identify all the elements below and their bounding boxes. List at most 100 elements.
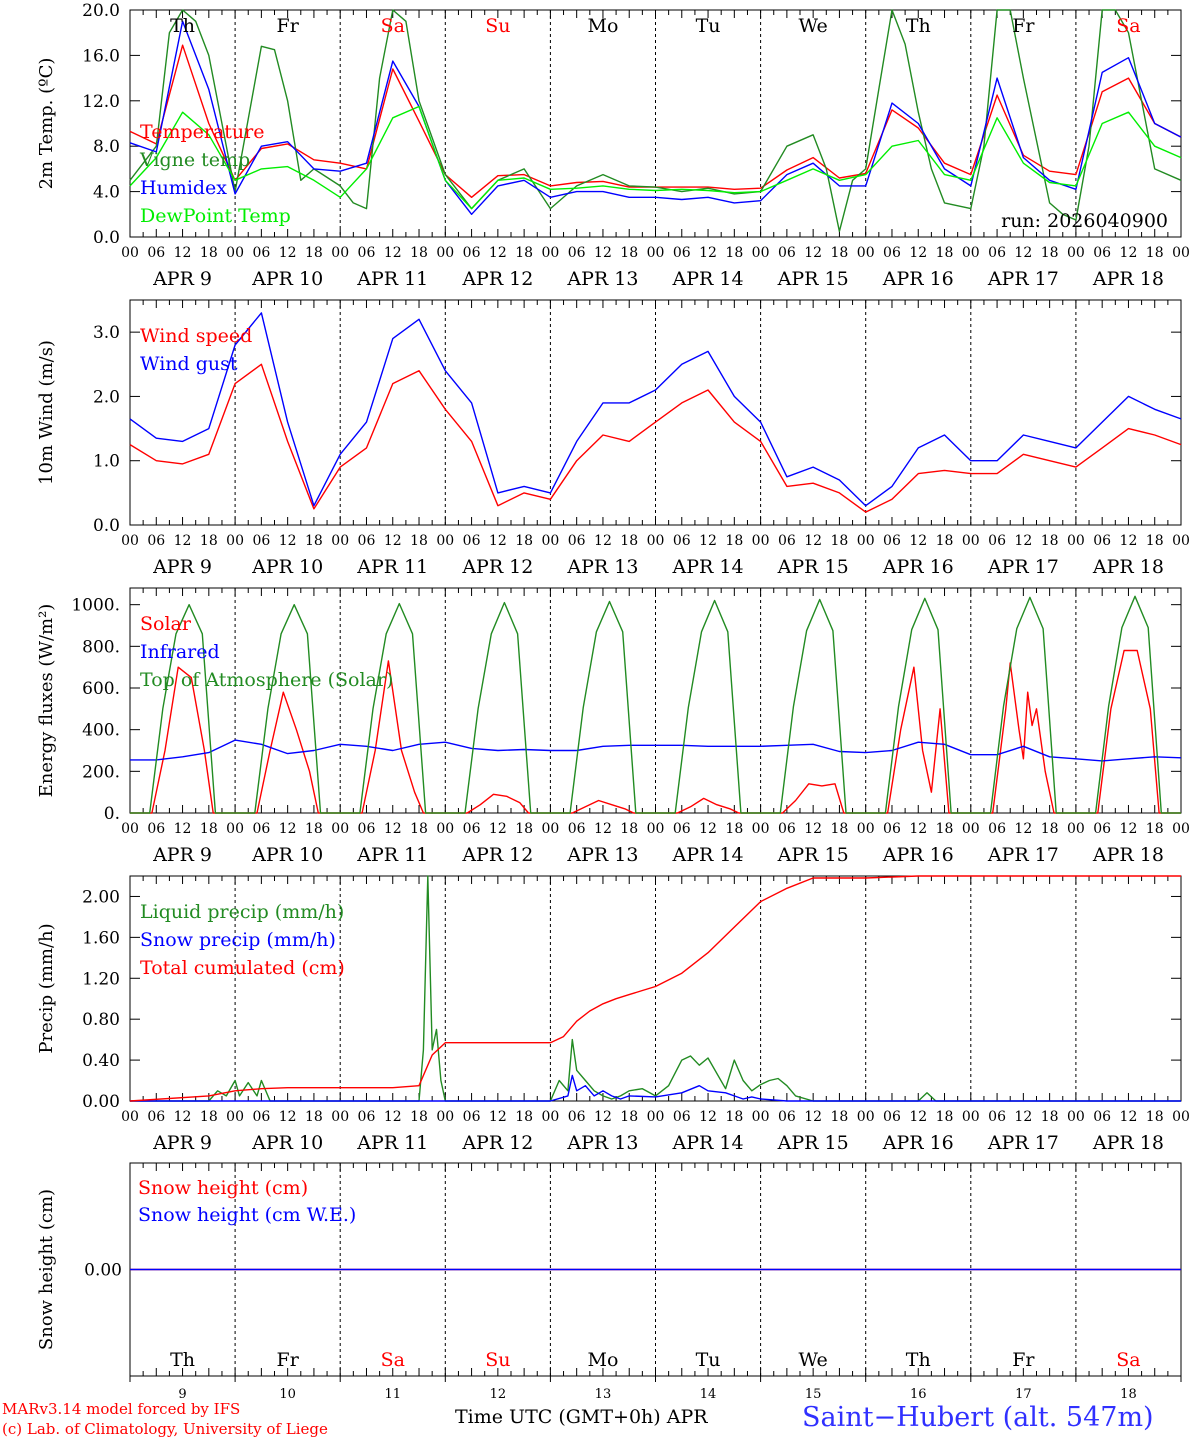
y-tick-label: 0.00: [82, 1092, 120, 1112]
y-tick-label: 800.: [82, 637, 120, 657]
y-tick-label: 0.0: [93, 228, 120, 248]
hour-label: 18: [515, 533, 533, 549]
legend-entry: Liquid precip (mm/h): [140, 901, 344, 923]
day-number-label: 13: [595, 1387, 612, 1402]
hour-label: 18: [410, 533, 428, 549]
hour-label: 12: [804, 1109, 822, 1125]
hour-label: 00: [1067, 1109, 1085, 1125]
series-wind-speed: [129, 363, 1182, 513]
date-label: APR 16: [882, 268, 954, 290]
hour-label: 06: [883, 821, 901, 837]
hour-label: 18: [725, 821, 743, 837]
hour-label: 12: [909, 533, 927, 549]
y-tick-label: 3.0: [93, 323, 120, 343]
day-name-label: Sa: [381, 1349, 405, 1371]
hour-label: 00: [436, 1109, 454, 1125]
hour-label: 00: [121, 821, 139, 837]
hour-label: 00: [857, 821, 875, 837]
hour-label: 18: [620, 245, 638, 261]
hour-label: 06: [358, 1109, 376, 1125]
legend-entry: Snow height (cm): [138, 1177, 308, 1199]
hour-label: 00: [647, 245, 665, 261]
hour-label: 12: [1014, 1109, 1032, 1125]
date-label: APR 10: [251, 844, 323, 866]
hour-label: 18: [1146, 821, 1164, 837]
hour-label: 12: [489, 245, 507, 261]
date-label: APR 10: [251, 556, 323, 578]
legend-entry: Infrared: [140, 641, 220, 663]
legend-entry: DewPoint Temp: [140, 205, 291, 227]
hour-label: 18: [831, 1109, 849, 1125]
date-label: APR 14: [672, 556, 744, 578]
day-number-label: 18: [1120, 1387, 1137, 1402]
panel-4: [129, 875, 1182, 1102]
hour-label: 00: [541, 533, 559, 549]
hour-label: 12: [699, 1109, 717, 1125]
plot-frame: [129, 299, 1182, 526]
hour-label: 18: [1041, 245, 1059, 261]
y-tick-label: 0.40: [82, 1051, 120, 1071]
hour-label: 06: [778, 821, 796, 837]
hour-label: 18: [725, 245, 743, 261]
hour-label: 18: [1146, 245, 1164, 261]
date-label: APR 15: [777, 1132, 849, 1154]
legend-entry: Temperature: [140, 121, 264, 143]
model-credit: MARv3.14 model forced by IFS: [2, 1400, 241, 1418]
y-tick-label: 1.60: [82, 928, 120, 948]
hour-label: 12: [384, 1109, 402, 1125]
hour-label: 18: [1146, 533, 1164, 549]
hour-label: 06: [147, 821, 165, 837]
hour-label: 06: [252, 533, 270, 549]
hour-label: 18: [1041, 821, 1059, 837]
date-label: APR 10: [251, 1132, 323, 1154]
hour-label: 06: [1093, 533, 1111, 549]
y-tick-label: 0.0: [93, 516, 120, 536]
date-label: APR 15: [777, 268, 849, 290]
hour-label: 00: [436, 821, 454, 837]
date-label: APR 18: [1092, 556, 1164, 578]
hour-label: 12: [1014, 821, 1032, 837]
hour-label: 18: [200, 533, 218, 549]
hour-label: 18: [936, 1109, 954, 1125]
date-label: APR 16: [882, 556, 954, 578]
hour-label: 18: [410, 1109, 428, 1125]
hour-label: 18: [620, 1109, 638, 1125]
hour-label: 12: [1014, 533, 1032, 549]
hour-label: 18: [1041, 533, 1059, 549]
hour-label: 00: [331, 1109, 349, 1125]
day-name-label: Sa: [1116, 15, 1140, 37]
hour-label: 00: [647, 533, 665, 549]
date-label: APR 9: [152, 844, 212, 866]
legend-entry: Snow height (cm W.E.): [138, 1204, 356, 1226]
hour-label: 12: [279, 533, 297, 549]
date-label: APR 11: [356, 268, 428, 290]
y-tick-label: 2.00: [82, 887, 120, 907]
hour-label: 00: [647, 1109, 665, 1125]
hour-label: 12: [384, 821, 402, 837]
hour-label: 06: [463, 533, 481, 549]
date-label: APR 17: [987, 1132, 1059, 1154]
hour-label: 18: [515, 245, 533, 261]
hour-label: 00: [541, 1109, 559, 1125]
hour-label: 06: [463, 821, 481, 837]
hour-label: 06: [252, 245, 270, 261]
y-tick-label: 1.0: [93, 452, 120, 472]
day-name-label: Th: [906, 1349, 931, 1371]
hour-label: 18: [410, 245, 428, 261]
day-number-label: 9: [178, 1387, 186, 1402]
hour-label: 00: [1067, 533, 1085, 549]
hour-label: 00: [1172, 821, 1190, 837]
date-label: APR 16: [882, 844, 954, 866]
hour-label: 06: [252, 821, 270, 837]
hour-label: 18: [305, 821, 323, 837]
hour-label: 18: [725, 1109, 743, 1125]
hour-label: 06: [988, 245, 1006, 261]
hour-label: 12: [279, 1109, 297, 1125]
hour-label: 00: [121, 533, 139, 549]
hour-label: 12: [279, 821, 297, 837]
hour-label: 12: [909, 1109, 927, 1125]
day-number-label: 10: [279, 1387, 296, 1402]
hour-label: 18: [936, 245, 954, 261]
date-label: APR 11: [356, 1132, 428, 1154]
hour-label: 18: [831, 821, 849, 837]
